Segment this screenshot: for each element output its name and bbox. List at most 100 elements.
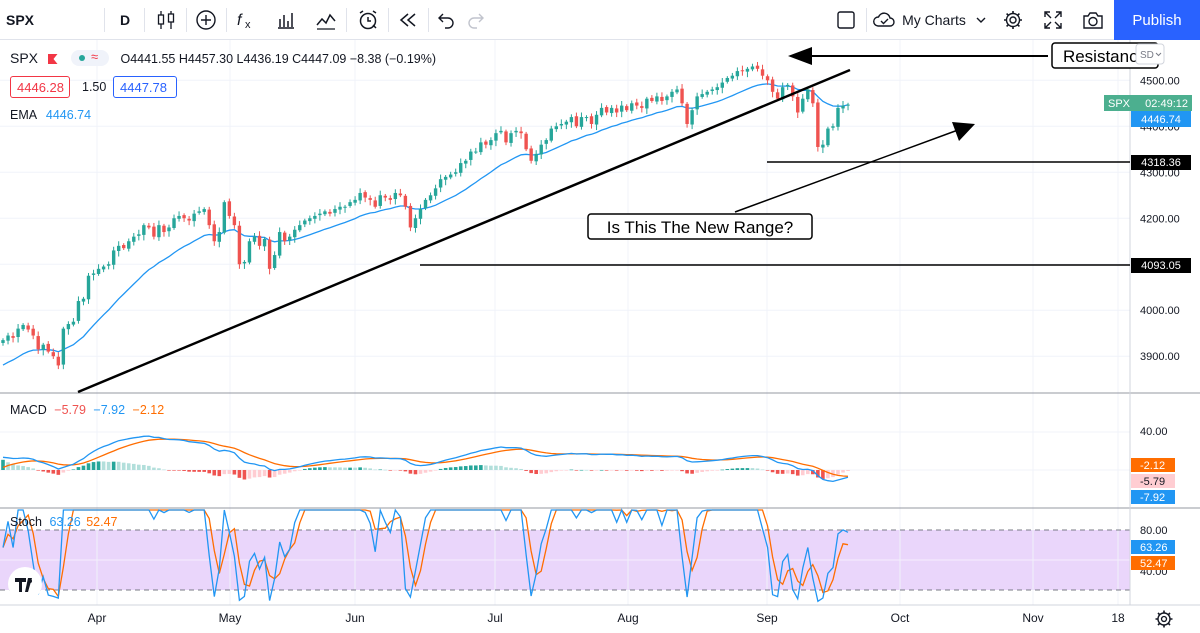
candle-body (388, 198, 393, 200)
time-tick-label: Oct (891, 611, 910, 625)
stoch-k-tag-text: 63.26 (1140, 542, 1168, 554)
time-tick-label: Jun (345, 611, 364, 625)
candle-body (640, 106, 644, 108)
legend-symbol: SPX (10, 50, 39, 66)
layout-button[interactable] (830, 0, 862, 40)
chevron-down-icon (976, 17, 986, 23)
macd-histogram-bar (710, 470, 715, 471)
time-axis[interactable]: Apr May Jun Jul Aug Sep Oct Nov 18 (88, 611, 1125, 625)
alert-button[interactable] (352, 0, 384, 40)
candle-body (645, 98, 649, 109)
symbol-search-button[interactable]: SPX (6, 0, 46, 40)
chart-area[interactable]: Resistance Is This The New Range? 3900.0… (0, 40, 1200, 633)
fullscreen-button[interactable] (1036, 0, 1070, 40)
macd-histogram-bar (287, 470, 292, 473)
macd-histogram-bar (775, 470, 780, 474)
macd-histogram-bar (121, 462, 126, 470)
interval-button[interactable]: D (110, 0, 140, 40)
macd-histogram-bar (111, 461, 116, 470)
uptrend-line[interactable] (77, 68, 851, 394)
candle-body (348, 202, 352, 206)
candle-body (796, 96, 800, 113)
level-tag-low (1131, 258, 1191, 273)
candle-body (710, 89, 714, 91)
candle-body (232, 216, 237, 226)
tradingview-logo[interactable] (8, 567, 42, 601)
macd-line-tag-text: -7.92 (1140, 492, 1165, 504)
candle-body (288, 236, 292, 241)
macd-histogram-bar (750, 468, 755, 470)
macd-histogram-bar (262, 470, 267, 477)
compare-symbols-button[interactable] (310, 0, 342, 40)
currency-button[interactable] (1135, 43, 1165, 65)
macd-histogram-bar (800, 470, 805, 476)
snapshot-button[interactable] (1076, 0, 1110, 40)
candle-body (670, 91, 674, 97)
redo-button[interactable] (462, 0, 490, 40)
macd-histogram-bar (675, 470, 679, 471)
macd-histogram-bar (715, 470, 720, 471)
macd-histogram-bar (453, 467, 458, 470)
macd-histogram-bar (378, 469, 383, 471)
range-callout[interactable] (587, 213, 813, 240)
chart-type-button[interactable] (150, 0, 182, 40)
macd-histogram-bar (474, 465, 478, 470)
bid-button[interactable]: 4446.28 (10, 76, 70, 98)
gear-icon[interactable] (1155, 610, 1173, 628)
price-tick-label: 3900.00 (1140, 351, 1180, 363)
templates-button[interactable] (270, 0, 302, 40)
candle-body (383, 195, 387, 198)
macd-histogram-bar (237, 470, 242, 478)
stoch-d-tag (1131, 556, 1175, 570)
macd-histogram-bar (584, 469, 589, 471)
candle-body (725, 77, 730, 82)
candle-body (619, 105, 624, 112)
macd-histogram-bar (71, 469, 76, 471)
candle-body (147, 225, 151, 228)
currency-text: SD (1140, 50, 1154, 61)
macd-histogram-bar (554, 470, 559, 472)
ema-legend: EMA 4446.74 (10, 108, 91, 122)
candle-body (202, 209, 206, 212)
time-tick-label: Jul (487, 611, 502, 625)
candle-body (589, 116, 594, 124)
candle-body (770, 79, 775, 92)
publish-button[interactable]: Publish (1114, 0, 1200, 40)
macd-histogram-bar (36, 470, 41, 471)
symbol-tag-text: SPX (1108, 98, 1131, 110)
macd-histogram-bar (126, 463, 131, 470)
compare-button[interactable] (190, 0, 222, 40)
my-charts-button[interactable]: My Charts (870, 0, 990, 40)
candle-body (755, 65, 760, 69)
candle-body (76, 301, 81, 321)
candle-body (282, 232, 287, 242)
flag-icon[interactable] (47, 54, 58, 64)
candle-body (469, 151, 473, 160)
range-arrow-line[interactable] (734, 129, 959, 213)
candle-body (609, 107, 614, 114)
macd-histogram-bar (21, 466, 25, 470)
candle-body (323, 211, 327, 215)
ask-button[interactable]: 4447.78 (113, 76, 177, 98)
candle-body (534, 153, 538, 162)
replay-button[interactable] (392, 0, 424, 40)
macd-histogram-bar (247, 470, 252, 479)
settings-button[interactable] (996, 0, 1030, 40)
macd-histogram-bar (41, 470, 46, 472)
market-status-badge[interactable]: ≈ (70, 49, 109, 66)
macd-histogram-bar (479, 465, 483, 470)
candle-body (831, 126, 835, 128)
macd-histogram-bar (574, 470, 579, 471)
undo-button[interactable] (432, 0, 460, 40)
candle-body (21, 324, 25, 330)
macd-histogram-bar (443, 467, 448, 470)
candle-body (333, 209, 337, 213)
candle-body (41, 344, 45, 350)
stoch-k-tag (1131, 540, 1175, 554)
macd-histogram-bar (202, 470, 206, 472)
candle-body (765, 76, 770, 81)
candle-body (192, 213, 196, 222)
candle-body (459, 163, 463, 173)
